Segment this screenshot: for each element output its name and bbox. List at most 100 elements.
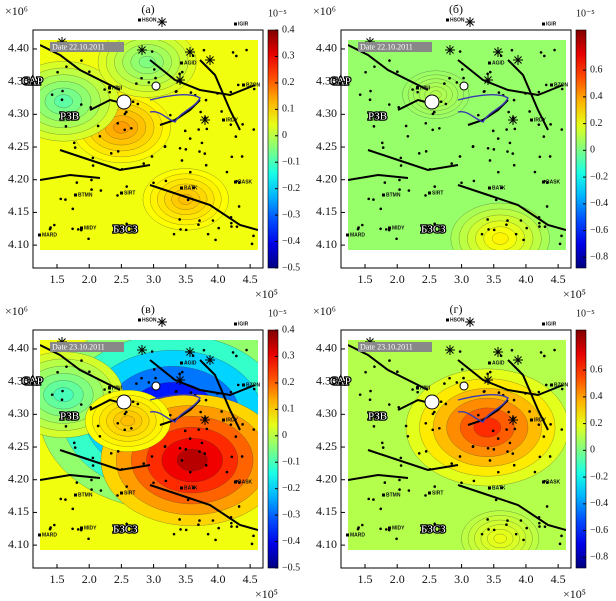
epicenter xyxy=(528,110,531,113)
event-star xyxy=(509,116,517,124)
epicenter xyxy=(252,534,255,538)
epicenter xyxy=(433,485,437,488)
station-label: HINI xyxy=(112,385,123,391)
epicenter xyxy=(79,103,83,106)
x-tick-label: 4.5 xyxy=(243,272,258,286)
epicenter xyxy=(131,100,135,104)
region-label: РЗВ xyxy=(368,111,387,123)
epicenter xyxy=(369,389,372,393)
y-tick-label: 4.10 xyxy=(8,237,29,251)
epicenter xyxy=(399,164,403,167)
epicenter xyxy=(252,234,255,238)
epicenter xyxy=(163,445,167,448)
epicenter xyxy=(560,387,564,391)
epicenter xyxy=(396,70,399,74)
x-tick-label: 1.5 xyxy=(50,572,65,586)
river xyxy=(457,393,509,423)
epicenter xyxy=(175,389,178,393)
epicenter xyxy=(383,181,387,184)
event-star xyxy=(186,348,194,356)
station-marker xyxy=(38,533,41,537)
epicenter xyxy=(179,228,182,231)
epicenter xyxy=(543,354,546,358)
epicenter xyxy=(50,93,54,96)
epicenter xyxy=(538,525,541,528)
epicenter xyxy=(98,134,102,138)
epicenter xyxy=(513,427,517,431)
epicenter xyxy=(407,189,411,192)
y-tick-label: 4.30 xyxy=(316,406,337,420)
epicenter xyxy=(533,170,537,174)
fault xyxy=(457,484,566,531)
epicenter xyxy=(116,194,119,197)
station-marker xyxy=(388,526,391,530)
epicenter xyxy=(537,123,541,126)
epicenter xyxy=(477,413,480,417)
station-marker xyxy=(488,361,491,365)
station-label: IRDY xyxy=(226,117,239,123)
epicenter xyxy=(186,198,190,202)
station-marker xyxy=(222,118,225,122)
station-label: MIDY xyxy=(84,525,97,531)
epicenter xyxy=(75,481,79,484)
epicenter xyxy=(71,507,75,511)
epicenter xyxy=(372,498,375,501)
epicenter xyxy=(486,146,490,150)
region-label: РЗВ xyxy=(368,411,387,423)
x-tick-label: 4.5 xyxy=(551,272,566,286)
epicenter xyxy=(65,365,68,368)
epicenter xyxy=(480,232,484,236)
station-label: AGID xyxy=(184,60,197,66)
y-tick-label: 4.35 xyxy=(8,73,29,87)
epicenter xyxy=(549,123,552,126)
epicenter xyxy=(178,518,181,521)
epicenter xyxy=(198,150,201,153)
fault xyxy=(348,173,409,181)
epicenter xyxy=(197,523,200,526)
epicenter xyxy=(230,225,233,228)
epicenter xyxy=(448,376,451,380)
epicenter xyxy=(543,54,546,58)
epicenter xyxy=(229,90,233,94)
station-marker xyxy=(542,480,545,484)
station-marker xyxy=(446,318,449,322)
colorbar-tick-label: −0.4 xyxy=(590,498,608,509)
station-label: BZON xyxy=(246,82,261,88)
epicenter xyxy=(178,218,181,221)
epicenter xyxy=(235,354,238,358)
epicenter xyxy=(180,459,184,462)
epicenter xyxy=(237,481,241,485)
epicenter xyxy=(154,376,157,380)
epicenter xyxy=(88,70,91,74)
station-label: MARD xyxy=(42,532,57,538)
epicenter xyxy=(131,400,135,404)
colorbar-tick-label: 0.6 xyxy=(590,64,603,75)
colorbar-tick-label: −0.2 xyxy=(282,183,300,194)
station-marker xyxy=(120,491,123,495)
x-tick-label: 3.0 xyxy=(146,572,161,586)
station-label: MARD xyxy=(350,532,365,538)
epicenter xyxy=(538,225,541,228)
colorbar-tick-label: −0.2 xyxy=(590,471,608,482)
station-marker xyxy=(428,491,431,495)
epicenter xyxy=(361,523,364,527)
epicenter xyxy=(235,225,239,228)
region-label: БЗСЗ xyxy=(113,524,138,536)
epicenter xyxy=(545,181,549,185)
epicenter xyxy=(397,406,401,409)
epicenter xyxy=(88,370,91,374)
event-star xyxy=(446,346,454,354)
epicenter xyxy=(396,370,399,374)
epicenter xyxy=(76,228,80,231)
map xyxy=(40,340,258,550)
epicenter xyxy=(217,526,220,530)
epicenter xyxy=(508,441,512,445)
y-tick-label: 4.35 xyxy=(8,373,29,387)
epicenter xyxy=(189,91,193,94)
colorbar-tick-label: 0 xyxy=(282,430,287,441)
epicenter xyxy=(96,424,100,428)
station-marker xyxy=(38,233,41,237)
colorbar-tick-label: 0.3 xyxy=(282,351,295,362)
station-marker xyxy=(388,226,391,230)
station-label: SIRT xyxy=(124,190,135,196)
